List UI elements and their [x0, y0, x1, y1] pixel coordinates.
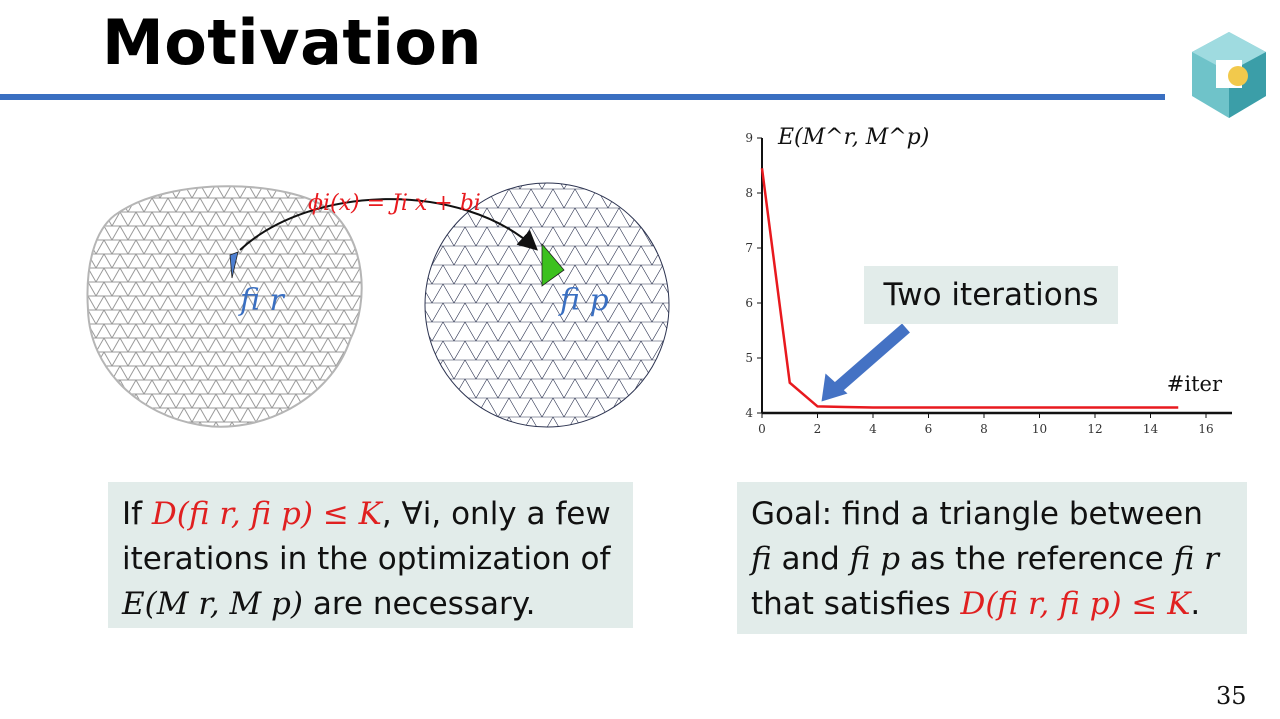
- left-text-3: are necessary.: [302, 586, 536, 622]
- x-tick-label: 10: [1032, 422, 1047, 436]
- x-tick-label: 2: [814, 422, 822, 436]
- y-tick-label: 7: [745, 241, 753, 255]
- left-text-1: If: [122, 496, 152, 532]
- right-text-2: and: [771, 541, 850, 577]
- y-tick-label: 8: [745, 186, 753, 200]
- right-fi: fi: [751, 541, 772, 577]
- annotation-arrow-shaft: [831, 323, 910, 395]
- y-axis-label: E(M^r, M^p): [777, 125, 929, 150]
- title-rule: [0, 94, 1165, 100]
- chart-annotation: Two iterations: [864, 266, 1118, 324]
- right-text-1: Goal: find a triangle between: [751, 496, 1203, 532]
- left-text-2: , ∀i, only a few iterations in the optim…: [122, 496, 611, 577]
- y-tick-label: 6: [745, 296, 753, 310]
- right-fir: fi r: [1173, 541, 1219, 577]
- x-tick-label: 16: [1198, 422, 1213, 436]
- y-tick-label: 5: [745, 351, 753, 365]
- parameter-mesh: [424, 182, 670, 428]
- x-tick-label: 14: [1143, 422, 1159, 436]
- map-label: ϕi(x) = Ji x + bi: [308, 191, 481, 216]
- series-line: [760, 168, 1179, 409]
- map-arrow: [239, 198, 538, 251]
- x-tick-label: 4: [869, 422, 877, 436]
- right-text-4: that satisfies: [751, 586, 961, 622]
- y-tick-label: 9: [745, 131, 753, 145]
- mesh-figure: ϕi(x) = Ji x + bi fi r fi p: [86, 182, 670, 428]
- logo-icon: [1192, 32, 1266, 118]
- reference-face: [229, 251, 239, 279]
- ref-face-label: fi r: [238, 283, 286, 318]
- right-text-3: as the reference: [900, 541, 1174, 577]
- goal-box: Goal: find a triangle between fi and fi …: [737, 482, 1247, 634]
- condition-box: If D(fi r, fi p) ≤ K, ∀i, only a few ite…: [108, 482, 633, 628]
- param-face-label: fi p: [558, 283, 609, 318]
- x-tick-label: 0: [758, 422, 766, 436]
- right-text-5: .: [1190, 586, 1201, 622]
- annotation-arrow-head: [821, 373, 848, 402]
- right-condition: D(fi r, fi p) ≤ K: [960, 586, 1191, 622]
- slide-title: Motivation: [102, 6, 483, 79]
- reference-mesh: [86, 185, 363, 428]
- left-energy: E(M r, M p): [122, 586, 303, 622]
- left-condition: D(fi r, fi p) ≤ K: [151, 496, 382, 532]
- x-axis-label: #iter: [1167, 372, 1223, 396]
- x-tick-label: 12: [1087, 422, 1102, 436]
- right-fip: fi p: [849, 541, 901, 577]
- x-tick-label: 8: [980, 422, 988, 436]
- page-number: 35: [1216, 682, 1247, 710]
- y-tick-label: 4: [745, 406, 753, 420]
- x-tick-label: 6: [925, 422, 933, 436]
- parameter-face: [541, 242, 565, 287]
- energy-chart: 0 2 4 6 8 10 12 14 16 4 5 6 7 8 9 E(M^r, M^p) #iter: [745, 125, 1232, 436]
